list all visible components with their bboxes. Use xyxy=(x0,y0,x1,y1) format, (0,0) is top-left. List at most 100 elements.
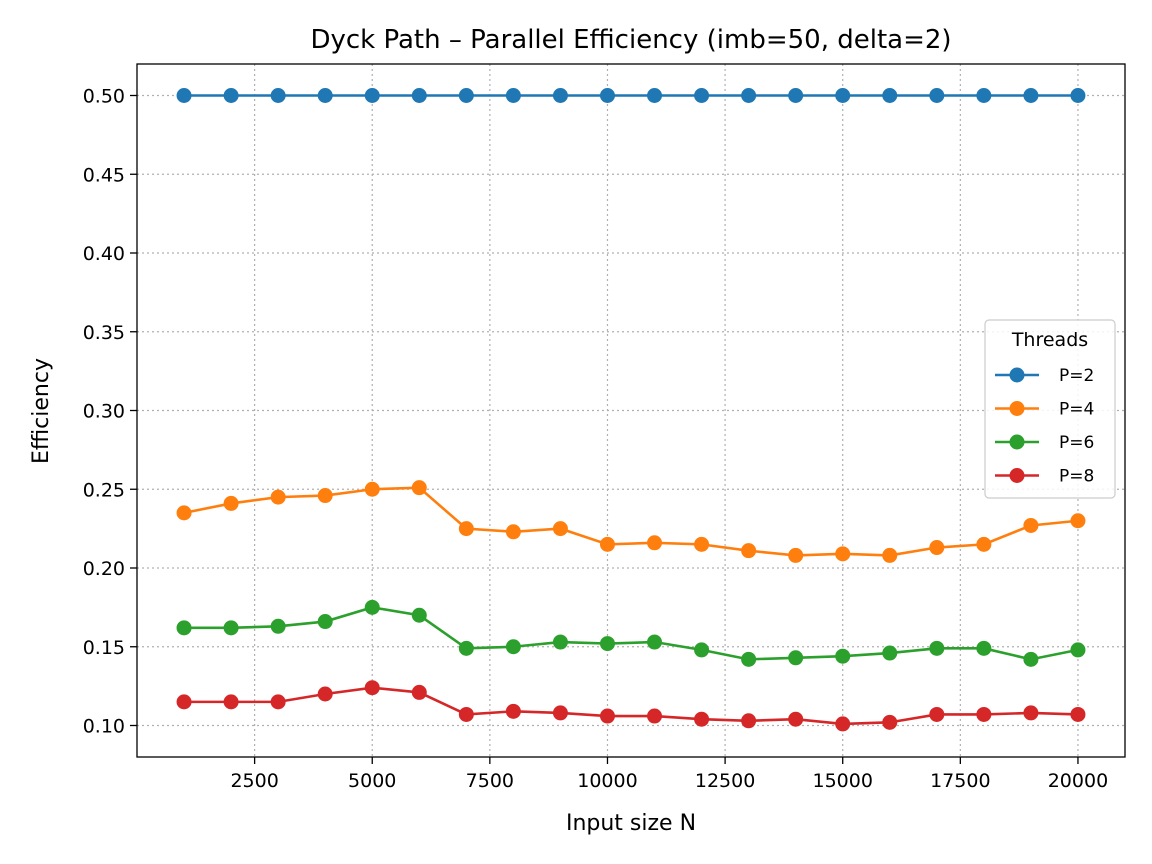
legend-marker xyxy=(1009,434,1025,450)
data-point xyxy=(458,88,474,103)
data-point xyxy=(882,714,898,730)
data-point xyxy=(1023,517,1039,533)
data-point xyxy=(835,88,851,103)
series-p-4 xyxy=(176,480,1086,563)
y-tick-label: 0.25 xyxy=(83,479,125,501)
legend-title: Threads xyxy=(1011,329,1088,351)
x-tick-label: 10000 xyxy=(577,770,637,792)
legend-marker xyxy=(1009,367,1025,383)
legend-label: P=6 xyxy=(1059,433,1094,453)
data-point xyxy=(364,88,380,103)
data-point xyxy=(317,488,333,504)
data-point xyxy=(364,481,380,497)
data-point xyxy=(599,536,615,552)
x-tick-label: 7500 xyxy=(466,770,514,792)
y-tick-label: 0.30 xyxy=(83,401,125,423)
data-point xyxy=(505,639,521,655)
data-point xyxy=(552,521,568,537)
data-point xyxy=(176,694,192,710)
series-p-8 xyxy=(176,680,1086,732)
data-point xyxy=(364,599,380,615)
legend-label: P=2 xyxy=(1059,366,1094,386)
data-point xyxy=(835,648,851,664)
x-tick-label: 20000 xyxy=(1048,770,1108,792)
data-point xyxy=(176,505,192,521)
data-point xyxy=(458,706,474,722)
data-point xyxy=(647,708,663,724)
data-point xyxy=(505,524,521,540)
data-point xyxy=(411,607,427,623)
data-point xyxy=(929,540,945,556)
data-point xyxy=(1070,706,1086,722)
y-tick-label: 0.50 xyxy=(83,86,125,108)
chart-title: Dyck Path – Parallel Efficiency (imb=50,… xyxy=(310,25,951,55)
data-point xyxy=(741,713,757,729)
data-point xyxy=(694,642,710,658)
legend-marker xyxy=(1009,401,1025,416)
data-point xyxy=(741,543,757,559)
legend-marker xyxy=(1009,468,1025,483)
data-point xyxy=(929,640,945,656)
data-point xyxy=(1023,705,1039,721)
series-line xyxy=(184,606,1079,661)
x-tick-label: 17500 xyxy=(930,770,990,792)
data-point xyxy=(882,645,898,661)
series-p-2 xyxy=(176,88,1086,103)
legend-frame xyxy=(984,319,1116,499)
data-point xyxy=(1070,88,1086,103)
data-point xyxy=(741,88,757,103)
x-tick-label: 5000 xyxy=(348,770,396,792)
x-tick-label: 2500 xyxy=(230,770,278,792)
y-tick-label: 0.15 xyxy=(83,637,125,659)
y-tick-label: 0.10 xyxy=(83,716,125,738)
data-point xyxy=(835,716,851,732)
data-point xyxy=(882,88,898,103)
legend-entry: P=6 xyxy=(995,433,1094,453)
data-point xyxy=(317,88,333,103)
data-point xyxy=(176,88,192,103)
data-point xyxy=(929,88,945,103)
data-point xyxy=(1070,642,1086,658)
x-tick-label: 12500 xyxy=(695,770,755,792)
data-point xyxy=(647,535,663,551)
data-point xyxy=(458,640,474,656)
data-point xyxy=(976,640,992,656)
data-point xyxy=(223,495,239,511)
data-point xyxy=(1023,651,1039,667)
data-point xyxy=(694,536,710,552)
data-point xyxy=(976,536,992,552)
y-tick-label: 0.40 xyxy=(83,243,125,265)
legend-entry: P=4 xyxy=(995,400,1094,420)
series-line xyxy=(184,686,1078,726)
legend-entry: P=2 xyxy=(995,366,1094,386)
data-point xyxy=(223,620,239,636)
data-point xyxy=(176,620,192,636)
data-point xyxy=(223,88,239,103)
data-point xyxy=(694,88,710,103)
data-point xyxy=(317,614,333,630)
data-point xyxy=(270,88,286,103)
data-point xyxy=(647,634,663,650)
series-layer xyxy=(176,88,1086,732)
data-point xyxy=(788,547,804,563)
legend-entry: P=8 xyxy=(995,467,1094,487)
legend-entries: P=2 P=4 P=6 P=8 xyxy=(995,366,1094,487)
data-point xyxy=(882,547,898,563)
data-point xyxy=(1070,513,1086,529)
y-axis-label: Efficiency xyxy=(29,358,54,464)
series-p-6 xyxy=(176,599,1086,667)
data-point xyxy=(317,686,333,702)
data-point xyxy=(788,650,804,666)
legend-label: P=8 xyxy=(1059,467,1094,487)
data-point xyxy=(788,711,804,727)
data-point xyxy=(741,651,757,667)
data-point xyxy=(270,618,286,634)
data-point xyxy=(929,706,945,722)
y-tick-label: 0.35 xyxy=(83,322,125,344)
data-point xyxy=(411,88,427,103)
data-point xyxy=(599,88,615,103)
data-point xyxy=(364,680,380,696)
data-point xyxy=(552,634,568,650)
data-point xyxy=(270,694,286,710)
